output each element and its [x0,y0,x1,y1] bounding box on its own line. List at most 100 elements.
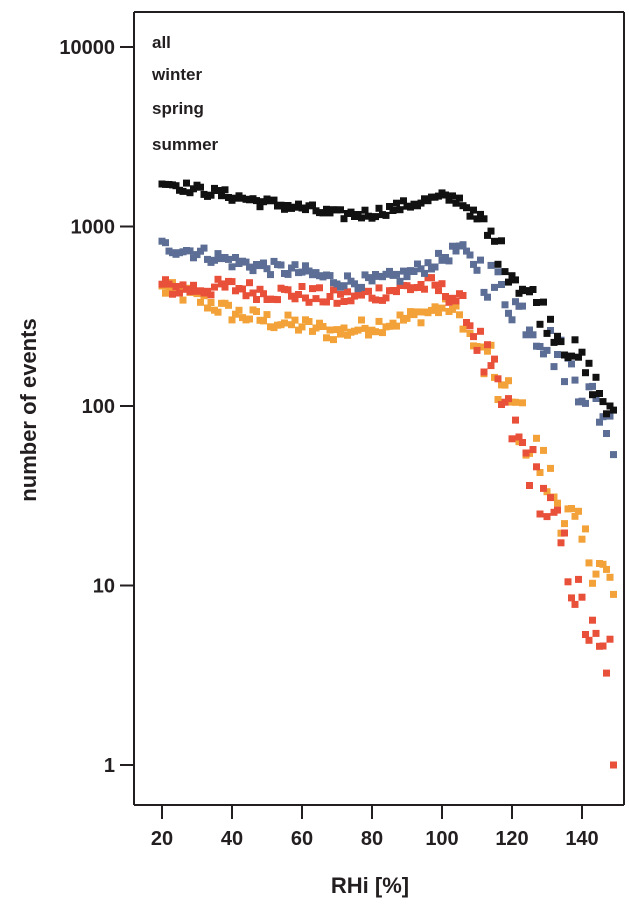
data-point-spring [162,276,169,284]
data-point-winter [459,241,467,249]
data-point-spring [459,292,467,299]
data-point-all [372,213,379,221]
data-point-all [596,390,603,397]
data-point-spring [340,298,348,305]
data-point-summer [361,324,369,332]
data-point-winter [344,272,351,280]
data-point-all [309,201,316,209]
data-point-summer [589,579,596,587]
y-ticks: 1 10 100 1000 10000 [59,37,134,777]
data-point-all [253,197,260,205]
data-point-summer [197,298,204,306]
data-point-winter [414,260,421,268]
data-point-summer [253,308,260,315]
data-point-summer [540,446,547,454]
data-point-all [606,402,614,410]
data-point-spring [351,292,358,300]
x-tick-label: 140 [565,828,598,850]
data-point-all [515,289,523,297]
data-point-all [498,237,505,245]
data-point-spring [214,275,222,283]
data-point-spring [169,290,176,298]
data-point-all [585,359,593,367]
data-point-summer [225,301,232,309]
data-point-summer [571,512,579,520]
data-point-spring [515,433,523,441]
data-point-winter [162,239,169,247]
data-point-spring [323,298,330,306]
data-point-winter [487,261,495,269]
data-point-all [501,268,509,276]
data-point-spring [610,761,617,769]
data-point-summer [263,311,271,319]
data-point-spring [431,281,439,289]
data-point-spring [393,288,400,296]
data-point-all [578,348,586,356]
data-point-all [456,194,463,202]
y-tick-label: 100 [82,396,115,418]
data-point-summer [232,310,239,318]
data-point-winter [477,256,484,264]
data-point-winter [368,277,376,285]
data-point-all [221,186,229,194]
data-point-summer [575,507,582,515]
data-point-spring [561,529,568,537]
data-point-all [386,203,393,210]
data-point-all [592,373,600,381]
data-point-winter [410,268,418,275]
data-point-all [487,227,495,235]
data-point-spring [484,341,491,349]
data-point-winter [386,267,393,275]
data-point-summer [505,377,512,385]
data-point-summer [452,302,460,310]
data-point-all [505,278,512,286]
data-point-winter [445,257,453,265]
data-point-spring [375,284,383,292]
data-point-summer [207,299,215,306]
data-point-all [277,201,285,209]
data-point-all [256,203,264,211]
data-point-winter [225,255,232,263]
data-point-spring [179,281,187,289]
data-point-spring [582,631,589,638]
data-point-spring [599,642,607,650]
data-point-all [540,298,547,306]
data-point-summer [519,399,526,407]
data-point-summer [610,590,617,598]
data-point-spring [305,298,313,306]
data-point-all [568,352,575,360]
data-point-spring [571,600,579,608]
data-point-spring [417,281,425,288]
data-point-all [491,237,498,245]
data-point-winter [452,247,460,255]
data-point-winter [589,382,596,390]
data-point-winter [249,267,257,275]
data-point-all [424,197,432,205]
data-point-all [361,206,369,214]
data-point-summer [599,560,607,568]
data-point-spring [260,290,267,298]
data-point-all [484,231,491,239]
data-point-all [610,406,617,414]
data-point-spring [477,327,484,335]
data-point-all [179,187,187,195]
data-point-all [599,398,607,406]
data-point-winter [568,360,575,368]
data-point-spring [291,295,299,303]
data-point-all [319,209,327,217]
data-point-summer [288,321,295,329]
x-tick-label: 100 [425,828,458,850]
data-point-winter [291,261,299,269]
data-point-winter [550,363,558,371]
y-tick-label: 10000 [59,37,115,59]
data-point-summer [165,284,173,292]
data-point-all [477,210,484,218]
legend-label-summer: summer [152,135,219,154]
data-point-winter [508,316,516,324]
data-point-all [449,192,456,200]
data-point-winter [260,259,267,267]
data-point-spring [330,286,337,294]
data-point-summer [246,315,253,323]
data-point-spring [470,333,477,341]
